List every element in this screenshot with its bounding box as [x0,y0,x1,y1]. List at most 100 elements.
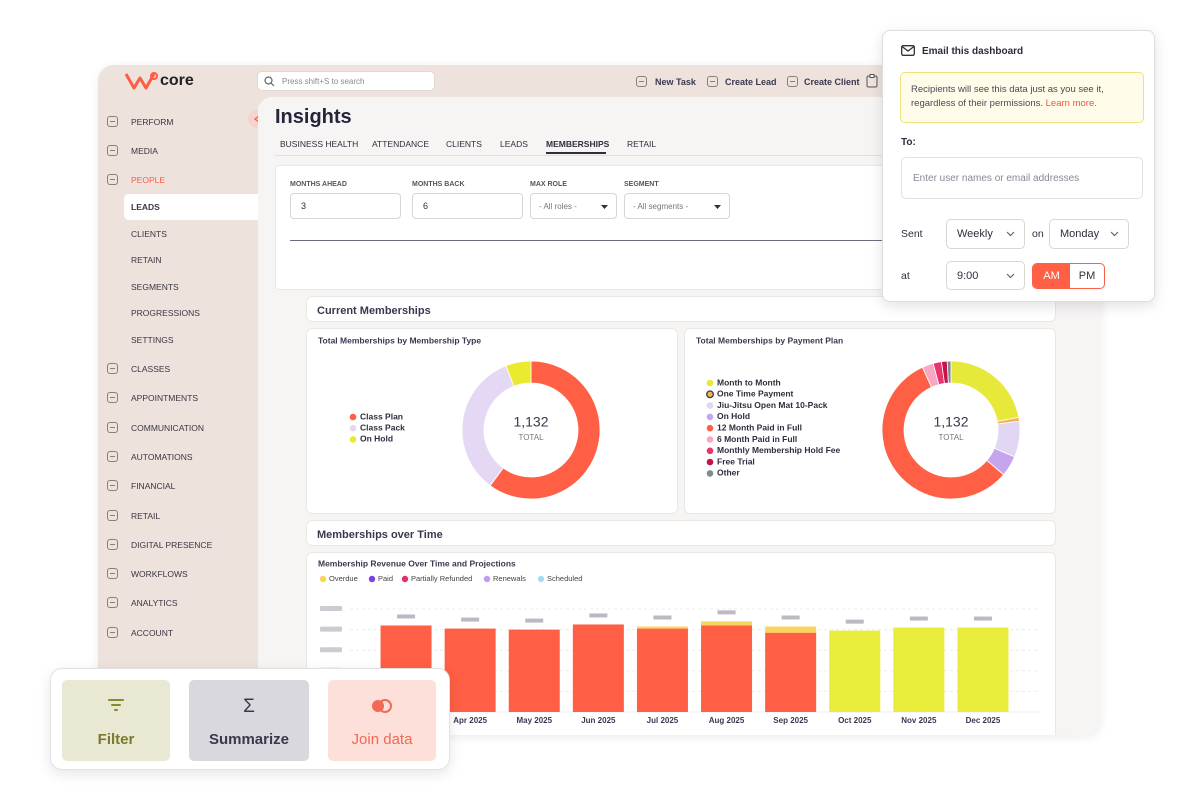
blurred-value-label [589,613,608,618]
donut-segment [881,366,1005,500]
center-label: TOTAL [938,433,964,442]
nav-item[interactable]: COMMUNICATION [131,423,205,433]
header-action[interactable]: New Task [655,77,696,87]
header-action[interactable]: Create Client [804,77,860,87]
legend-label: Scheduled [547,574,582,583]
learn-more-link[interactable]: Learn more. [1045,98,1097,109]
blurred-tick-label [320,647,342,653]
center-value: 1,132 [513,414,548,430]
legend-label: Monthly Membership Hold Fee [717,445,841,455]
x-tick-label: Jun 2025 [581,716,616,725]
legend-marker [706,390,714,399]
header-action[interactable]: Create Lead [725,77,777,87]
tab[interactable]: ATTENDANCE [372,139,429,149]
blurred-tick-label [320,626,342,632]
input-value: 6 [423,201,429,211]
nav-item[interactable]: PROGRESSIONS [131,308,200,318]
nav-item[interactable]: PEOPLE [131,175,166,185]
nav-item[interactable]: SETTINGS [131,335,174,345]
nav-item[interactable]: RETAIL [131,511,161,521]
divider [290,240,890,241]
nav-item[interactable]: WORKFLOWS [131,569,188,579]
nav-item[interactable]: ACCOUNT [131,628,174,638]
legend-marker [401,575,409,583]
blurred-tick-label [320,606,342,611]
nav-icon [107,510,118,521]
months-back-input[interactable]: 6 [412,193,523,219]
bar-segment [636,628,688,712]
tab[interactable]: MEMBERSHIPS [546,139,610,149]
legend-marker [319,575,327,583]
x-tick-label: Oct 2025 [838,716,872,725]
nav-item[interactable]: FINANCIAL [131,481,176,491]
legend-marker [706,436,714,443]
nav-icon [107,392,118,403]
max-role-select[interactable]: - All roles - [530,193,617,219]
bar-segment [444,628,496,712]
envelope-icon [901,45,915,56]
bar-segment [636,626,688,629]
nav-item[interactable]: LEADS [131,202,160,212]
tab[interactable]: CLIENTS [446,139,482,149]
nav-icon [107,174,118,185]
bar-segment [701,621,753,626]
at-label: at [901,270,910,282]
active-tab-underline [546,152,606,154]
months-ahead-input[interactable]: 3 [290,193,401,219]
bar-segment [701,625,753,712]
nav-item[interactable]: ANALYTICS [131,598,178,608]
legend-marker [368,575,376,583]
section-title: Memberships over Time [317,529,443,541]
select-value: Weekly [957,228,993,240]
button-label: Summarize [208,731,290,748]
pm-option[interactable]: PM [1078,270,1096,282]
select-value: 9:00 [957,269,979,282]
tab-divider [275,155,1095,156]
nav-icon [107,539,118,550]
nav-icon [107,116,118,127]
nav-icon [107,363,118,374]
tab[interactable]: RETAIL [627,139,657,149]
blurred-value-label [781,615,800,620]
legend-marker [706,379,714,387]
nav-item[interactable]: MEDIA [131,146,158,156]
legend-label: Month to Month [717,377,781,387]
action-icon [636,76,647,87]
recipients-input[interactable]: Enter user names or email addresses [901,157,1143,199]
tab[interactable]: BUSINESS HEALTH [280,139,359,149]
nav-item[interactable]: APPOINTMENTS [131,393,199,403]
legend-label: Paid [378,574,393,583]
search-box[interactable]: Press shift+S to search [257,71,435,91]
button-label: Join data [351,731,413,748]
legend-marker [483,575,491,583]
nav-icon [107,568,118,579]
segment-select[interactable]: - All segments - [624,193,730,219]
filter-button[interactable]: Filter [62,680,170,761]
frequency-select[interactable]: Weekly [946,219,1025,249]
page-title: Insights [275,106,352,128]
day-select[interactable]: Monday [1049,219,1129,249]
action-icon [707,76,718,87]
nav-icon [107,480,118,491]
nav-item[interactable]: DIGITAL PRESENCE [131,540,213,550]
legend-label: Other [717,468,740,478]
x-tick-label: Apr 2025 [453,716,487,725]
tab[interactable]: LEADS [500,139,528,149]
nav-item[interactable]: SEGMENTS [131,282,179,292]
action-icon [787,76,798,87]
clipboard-icon[interactable] [866,74,878,88]
join-data-button[interactable]: Join data [328,680,436,761]
summarize-button[interactable]: Σ Summarize [189,680,309,761]
nav-item[interactable]: CLIENTS [131,229,167,239]
toolbar: Filter Σ Summarize Join data [50,668,450,770]
bar-segment [893,627,945,712]
nav-item[interactable]: CLASSES [131,364,171,374]
nav-item[interactable]: PERFORM [131,117,174,127]
am-option[interactable]: AM [1033,264,1070,288]
search-icon [264,76,275,87]
time-select[interactable]: 9:00 [946,261,1025,290]
blurred-value-label [909,616,928,621]
nav-item[interactable]: AUTOMATIONS [131,452,193,462]
nav-item[interactable]: RETAIN [131,255,162,265]
